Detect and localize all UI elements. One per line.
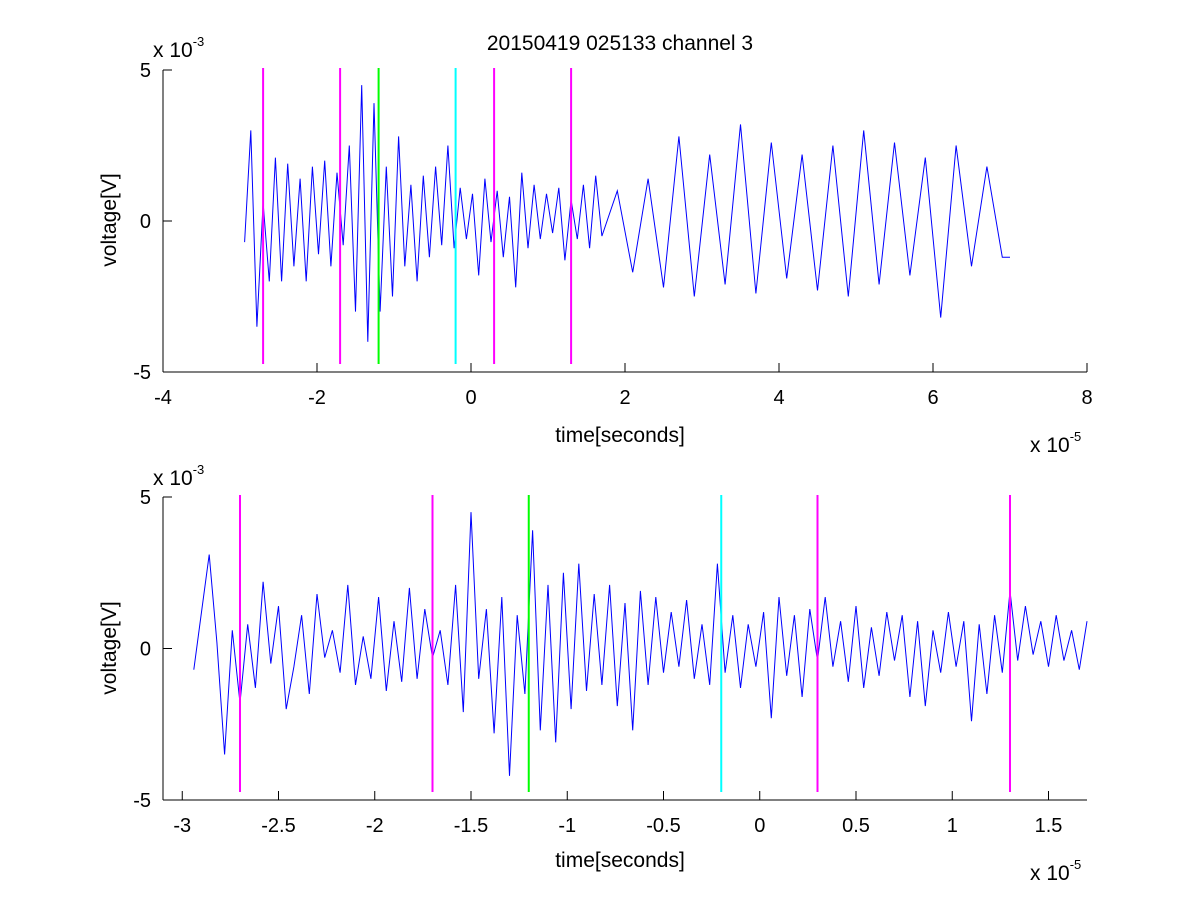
- bottom-x-tick-label: 0: [754, 815, 765, 837]
- bottom-y-tick-label: 5: [140, 487, 151, 509]
- top-x-tick-label: 6: [927, 387, 938, 409]
- plot-title: 20150419 025133 channel 3: [487, 32, 753, 55]
- top-x-tick-label: 4: [773, 387, 784, 409]
- top-signal-line: [244, 85, 1010, 342]
- top-x-multiplier-base: x 10: [1030, 434, 1070, 457]
- bottom-x-tick-label: -2: [366, 815, 384, 837]
- bottom-x-multiplier-exponent: -5: [1070, 857, 1082, 872]
- top-y-multiplier-base: x 10: [153, 39, 193, 62]
- top-plot: 20150419 025133 channel 3 time[seconds] …: [98, 32, 1093, 457]
- bottom-x-multiplier-base: x 10: [1030, 862, 1070, 885]
- bottom-x-multiplier: x 10-5: [1030, 857, 1081, 885]
- bottom-x-tick-label: -1: [558, 815, 576, 837]
- bottom-plot: time[seconds] voltage[V] x 10-3 x 10-5 -…: [98, 462, 1088, 885]
- bottom-x-axis-label: time[seconds]: [555, 849, 685, 872]
- top-y-tick-label: 0: [140, 211, 151, 233]
- top-x-multiplier-exponent: -5: [1070, 429, 1082, 444]
- bottom-y-axis-label: voltage[V]: [98, 601, 121, 694]
- bottom-x-tick-label: -2.5: [261, 815, 295, 837]
- top-x-tick-label: 0: [465, 387, 476, 409]
- bottom-y-multiplier: x 10-3: [153, 462, 204, 490]
- top-y-tick-label: 5: [140, 60, 151, 82]
- bottom-x-tick-label: -0.5: [646, 815, 680, 837]
- bottom-y-tick-label: 0: [140, 639, 151, 661]
- top-x-axis-label: time[seconds]: [555, 424, 685, 447]
- bottom-x-tick-label: 1.5: [1035, 815, 1063, 837]
- bottom-y-tick-label: -5: [133, 790, 151, 812]
- top-y-tick-label: -5: [133, 362, 151, 384]
- bottom-x-tick-label: -3: [173, 815, 191, 837]
- bottom-y-multiplier-base: x 10: [153, 467, 193, 490]
- top-x-multiplier: x 10-5: [1030, 429, 1081, 457]
- top-x-tick-label: 2: [619, 387, 630, 409]
- bottom-y-multiplier-exponent: -3: [193, 462, 205, 477]
- top-y-multiplier: x 10-3: [153, 34, 204, 62]
- top-y-multiplier-exponent: -3: [193, 34, 205, 49]
- bottom-signal-line: [193, 512, 1088, 776]
- top-y-axis-label: voltage[V]: [98, 173, 121, 266]
- top-x-tick-label: -4: [154, 387, 172, 409]
- bottom-x-tick-label: -1.5: [454, 815, 488, 837]
- bottom-x-tick-label: 0.5: [842, 815, 870, 837]
- top-x-tick-label: 8: [1081, 387, 1092, 409]
- bottom-x-tick-label: 1: [947, 815, 958, 837]
- top-x-tick-label: -2: [308, 387, 326, 409]
